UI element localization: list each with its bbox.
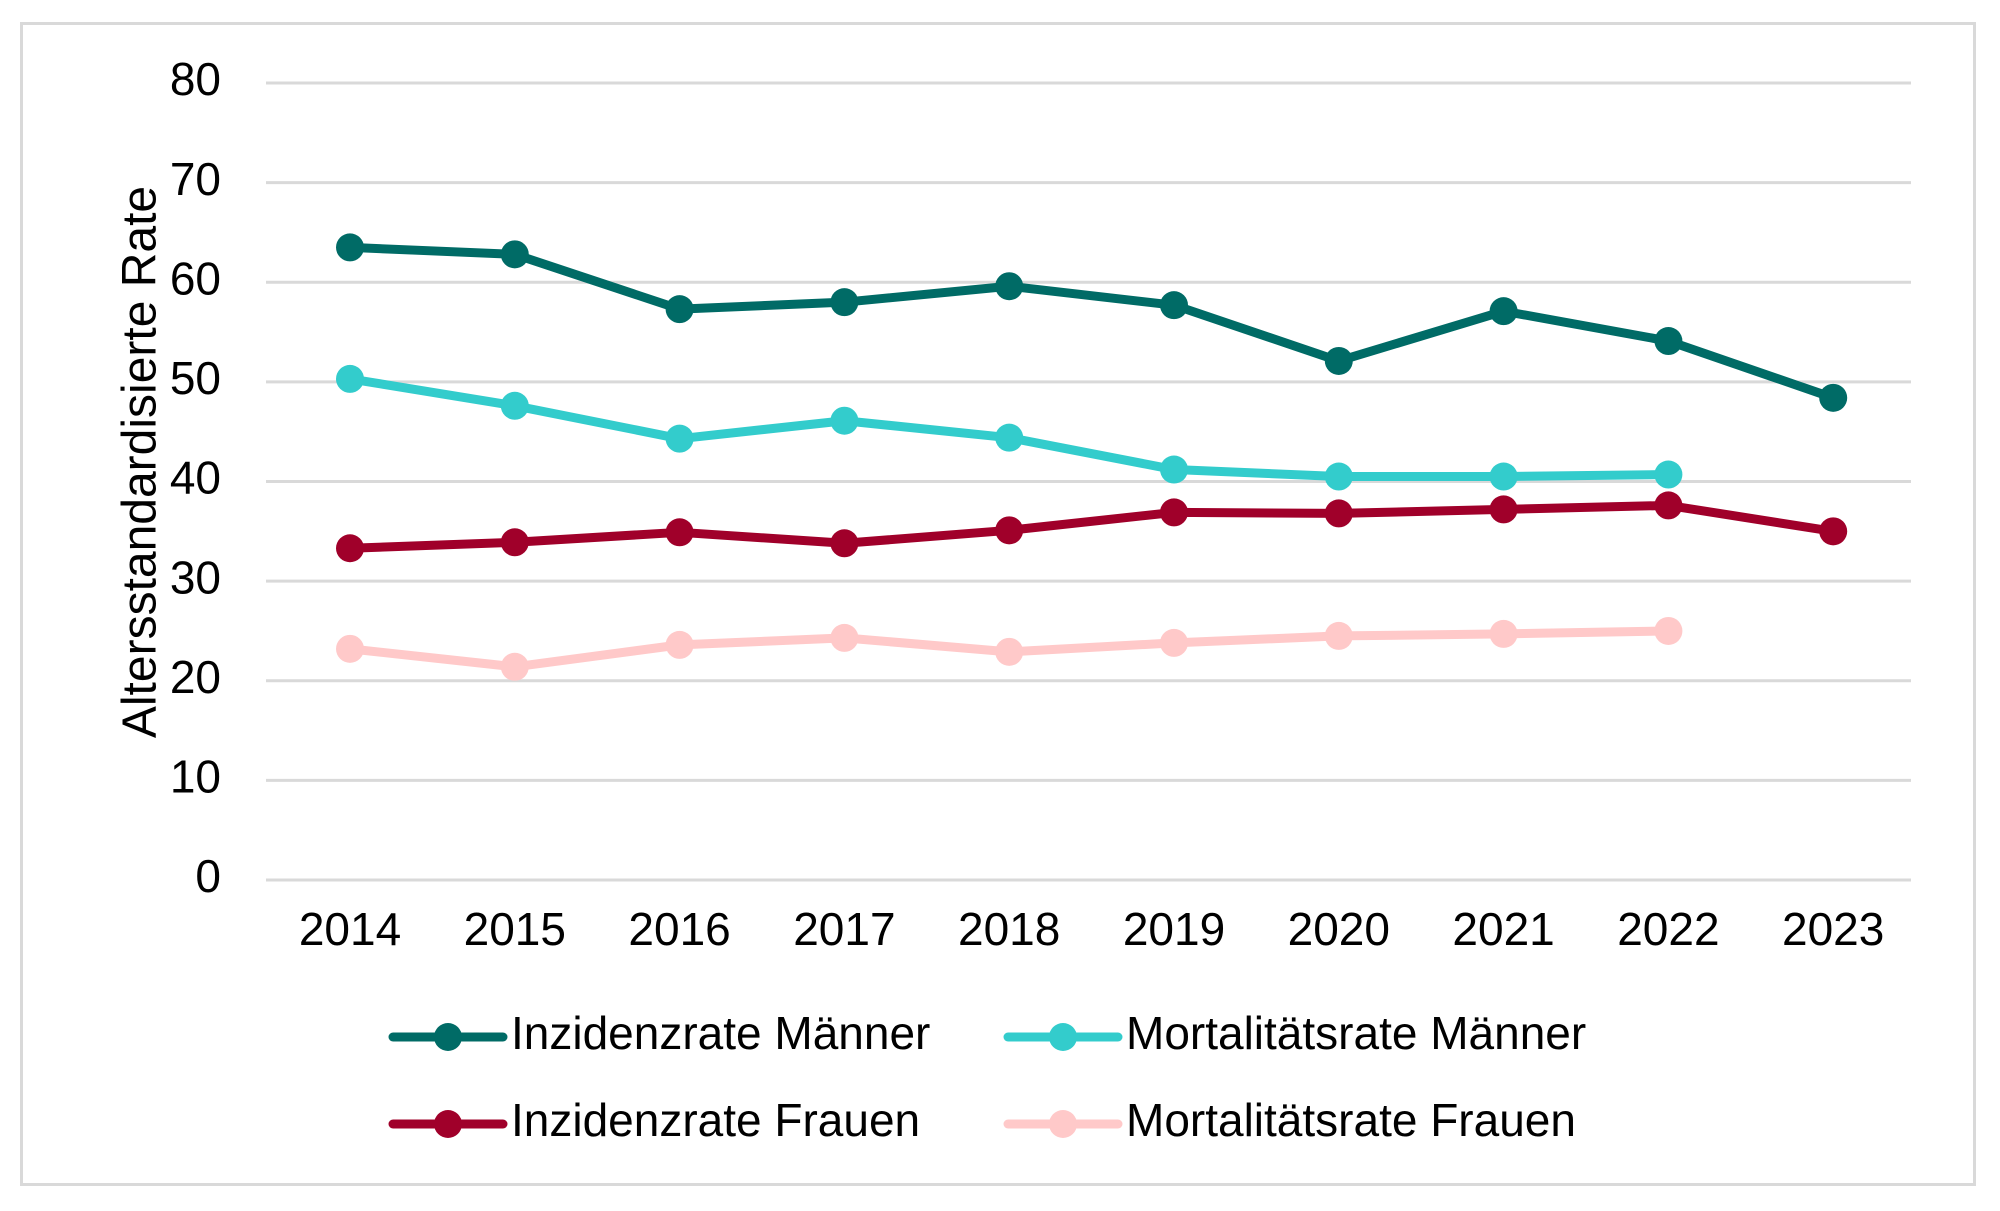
y-tick-label: 10 — [170, 751, 221, 803]
y-tick-label: 20 — [170, 651, 221, 703]
data-point — [500, 652, 529, 681]
legend-item: Mortalitätsrate Frauen — [1003, 1094, 1576, 1146]
legend-item: Mortalitätsrate Männer — [1003, 1007, 1586, 1059]
data-point — [665, 518, 694, 547]
data-point — [1819, 517, 1848, 546]
legend-swatch-marker — [1049, 1023, 1077, 1051]
data-point — [1489, 462, 1518, 491]
series-2 — [336, 364, 1683, 491]
data-point — [1654, 616, 1683, 645]
data-point — [665, 630, 694, 659]
x-tick-label: 2019 — [1123, 903, 1225, 955]
data-point — [1489, 619, 1518, 648]
data-point — [1324, 346, 1353, 375]
y-axis-title: Altersstandardisierte Rate — [114, 186, 167, 738]
data-point — [1654, 491, 1683, 520]
series-line — [345, 500, 1838, 553]
legend-label: Mortalitätsrate Männer — [1126, 1007, 1586, 1059]
y-tick-label: 30 — [170, 551, 221, 603]
data-point — [830, 623, 859, 652]
data-point — [336, 534, 364, 563]
y-tick-label: 40 — [170, 452, 221, 504]
series-line — [345, 242, 1838, 403]
x-tick-label: 2022 — [1617, 903, 1719, 955]
x-tick-label: 2023 — [1782, 903, 1884, 955]
legend-item: Inzidenzrate Frauen — [388, 1094, 920, 1146]
y-tick-label: 0 — [195, 850, 221, 902]
series-3 — [336, 491, 1848, 563]
y-tick-label: 60 — [170, 252, 221, 304]
x-tick-label: 2018 — [958, 903, 1060, 955]
series-1 — [336, 233, 1848, 412]
data-point — [830, 288, 859, 317]
data-point — [1489, 297, 1518, 326]
data-point — [1160, 455, 1188, 484]
data-point — [336, 364, 364, 393]
data-point — [995, 637, 1024, 666]
gridlines — [266, 81, 1911, 882]
data-point — [1654, 460, 1683, 489]
legend-label: Inzidenzrate Frauen — [511, 1094, 920, 1146]
data-point — [500, 528, 529, 557]
data-point — [1489, 495, 1518, 524]
data-point — [830, 406, 859, 435]
data-point — [1160, 498, 1188, 527]
data-point — [665, 295, 694, 324]
data-point — [336, 634, 364, 663]
data-point — [1324, 499, 1353, 528]
y-axis-tick-labels: 0 10 20 30 40 50 60 70 80 — [170, 53, 221, 902]
chart-frame: 0 10 20 30 40 50 60 70 80 2014 2015 2016 2017 2018 20… — [20, 22, 1976, 1186]
legend-item: Inzidenzrate Männer — [388, 1007, 930, 1059]
legend-swatch-marker — [434, 1110, 462, 1138]
x-tick-label: 2020 — [1288, 903, 1390, 955]
data-point — [336, 233, 364, 262]
x-tick-label: 2014 — [299, 903, 401, 955]
legend-label: Mortalitätsrate Frauen — [1126, 1094, 1576, 1146]
y-tick-label: 70 — [170, 153, 221, 205]
legend-swatch-marker — [434, 1023, 462, 1051]
data-point — [500, 240, 529, 269]
y-tick-label: 80 — [170, 53, 221, 105]
data-point — [1160, 628, 1188, 657]
series-lines — [336, 233, 1848, 681]
legend-swatch-marker — [1049, 1110, 1077, 1138]
x-tick-label: 2017 — [793, 903, 895, 955]
data-point — [1324, 621, 1353, 650]
data-point — [500, 391, 529, 420]
data-point — [1324, 462, 1353, 491]
x-tick-label: 2015 — [464, 903, 566, 955]
data-point — [830, 529, 859, 558]
data-point — [995, 272, 1024, 301]
data-point — [1654, 327, 1683, 356]
legend-label: Inzidenzrate Männer — [511, 1007, 930, 1059]
data-point — [1160, 291, 1188, 320]
x-tick-label: 2021 — [1452, 903, 1554, 955]
x-axis-tick-labels: 2014 2015 2016 2017 2018 2019 2020 2021 2022 2023 — [299, 903, 1885, 955]
data-point — [995, 423, 1024, 452]
legend: Inzidenzrate Männer Mortalitätsrate Männe… — [388, 1007, 1586, 1146]
data-point — [995, 516, 1024, 545]
x-tick-label: 2016 — [628, 903, 730, 955]
data-point — [665, 424, 694, 453]
y-tick-label: 50 — [170, 352, 221, 404]
data-point — [1819, 383, 1848, 412]
series-4 — [336, 616, 1683, 681]
